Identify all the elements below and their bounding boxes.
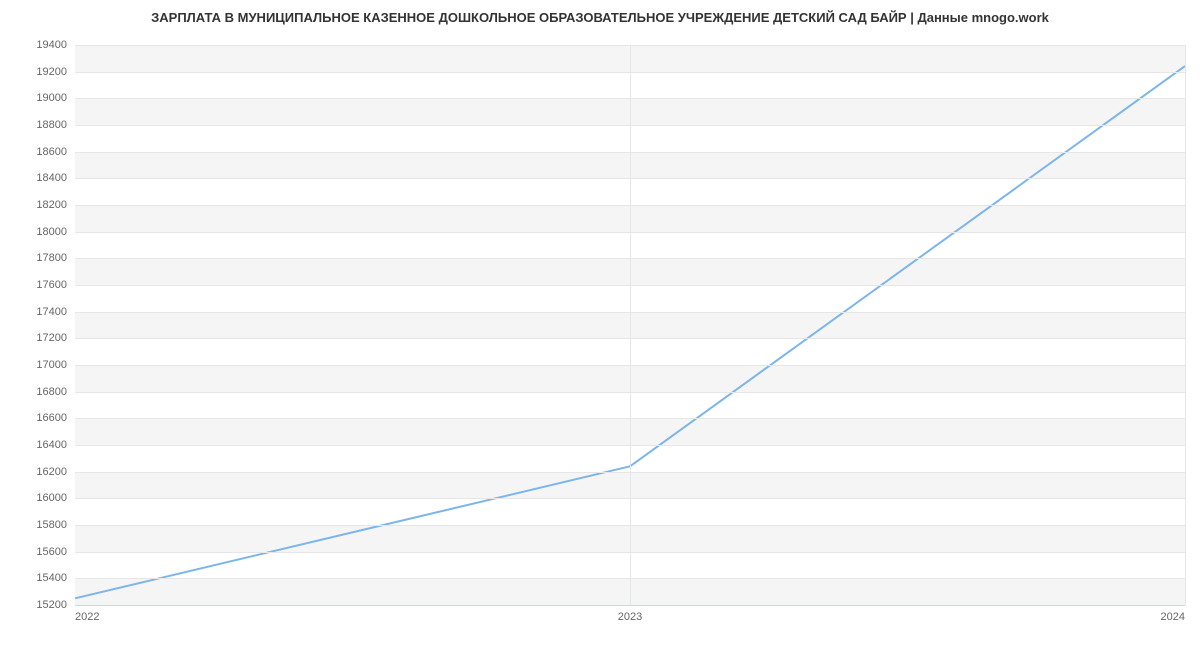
y-tick-label: 19200	[36, 66, 67, 78]
chart-title: ЗАРПЛАТА В МУНИЦИПАЛЬНОЕ КАЗЕННОЕ ДОШКОЛ…	[0, 10, 1200, 25]
y-tick-label: 15600	[36, 546, 67, 558]
y-tick-label: 16600	[36, 412, 67, 424]
y-tick-label: 18000	[36, 226, 67, 238]
y-tick-label: 17200	[36, 332, 67, 344]
y-tick-label: 17600	[36, 279, 67, 291]
x-tick-label: 2022	[75, 611, 99, 623]
y-tick-label: 16200	[36, 466, 67, 478]
y-tick-label: 17000	[36, 359, 67, 371]
y-tick-label: 19000	[36, 92, 67, 104]
y-tick-label: 15200	[36, 599, 67, 611]
y-tick-label: 19400	[36, 39, 67, 51]
y-tick-label: 18200	[36, 199, 67, 211]
y-tick-label: 18800	[36, 119, 67, 131]
x-axis-line	[75, 605, 1185, 606]
y-tick-label: 17800	[36, 252, 67, 264]
gridline-vertical	[1185, 45, 1186, 605]
y-tick-label: 16000	[36, 492, 67, 504]
y-tick-label: 16800	[36, 386, 67, 398]
chart-container: ЗАРПЛАТА В МУНИЦИПАЛЬНОЕ КАЗЕННОЕ ДОШКОЛ…	[0, 0, 1200, 650]
y-tick-label: 15400	[36, 572, 67, 584]
y-tick-label: 18600	[36, 146, 67, 158]
y-tick-label: 18400	[36, 172, 67, 184]
x-tick-label: 2023	[618, 611, 642, 623]
y-tick-label: 15800	[36, 519, 67, 531]
x-tick-label: 2024	[1161, 611, 1185, 623]
y-tick-label: 16400	[36, 439, 67, 451]
plot-area: 1520015400156001580016000162001640016600…	[75, 45, 1185, 605]
gridline-vertical	[630, 45, 631, 605]
y-tick-label: 17400	[36, 306, 67, 318]
